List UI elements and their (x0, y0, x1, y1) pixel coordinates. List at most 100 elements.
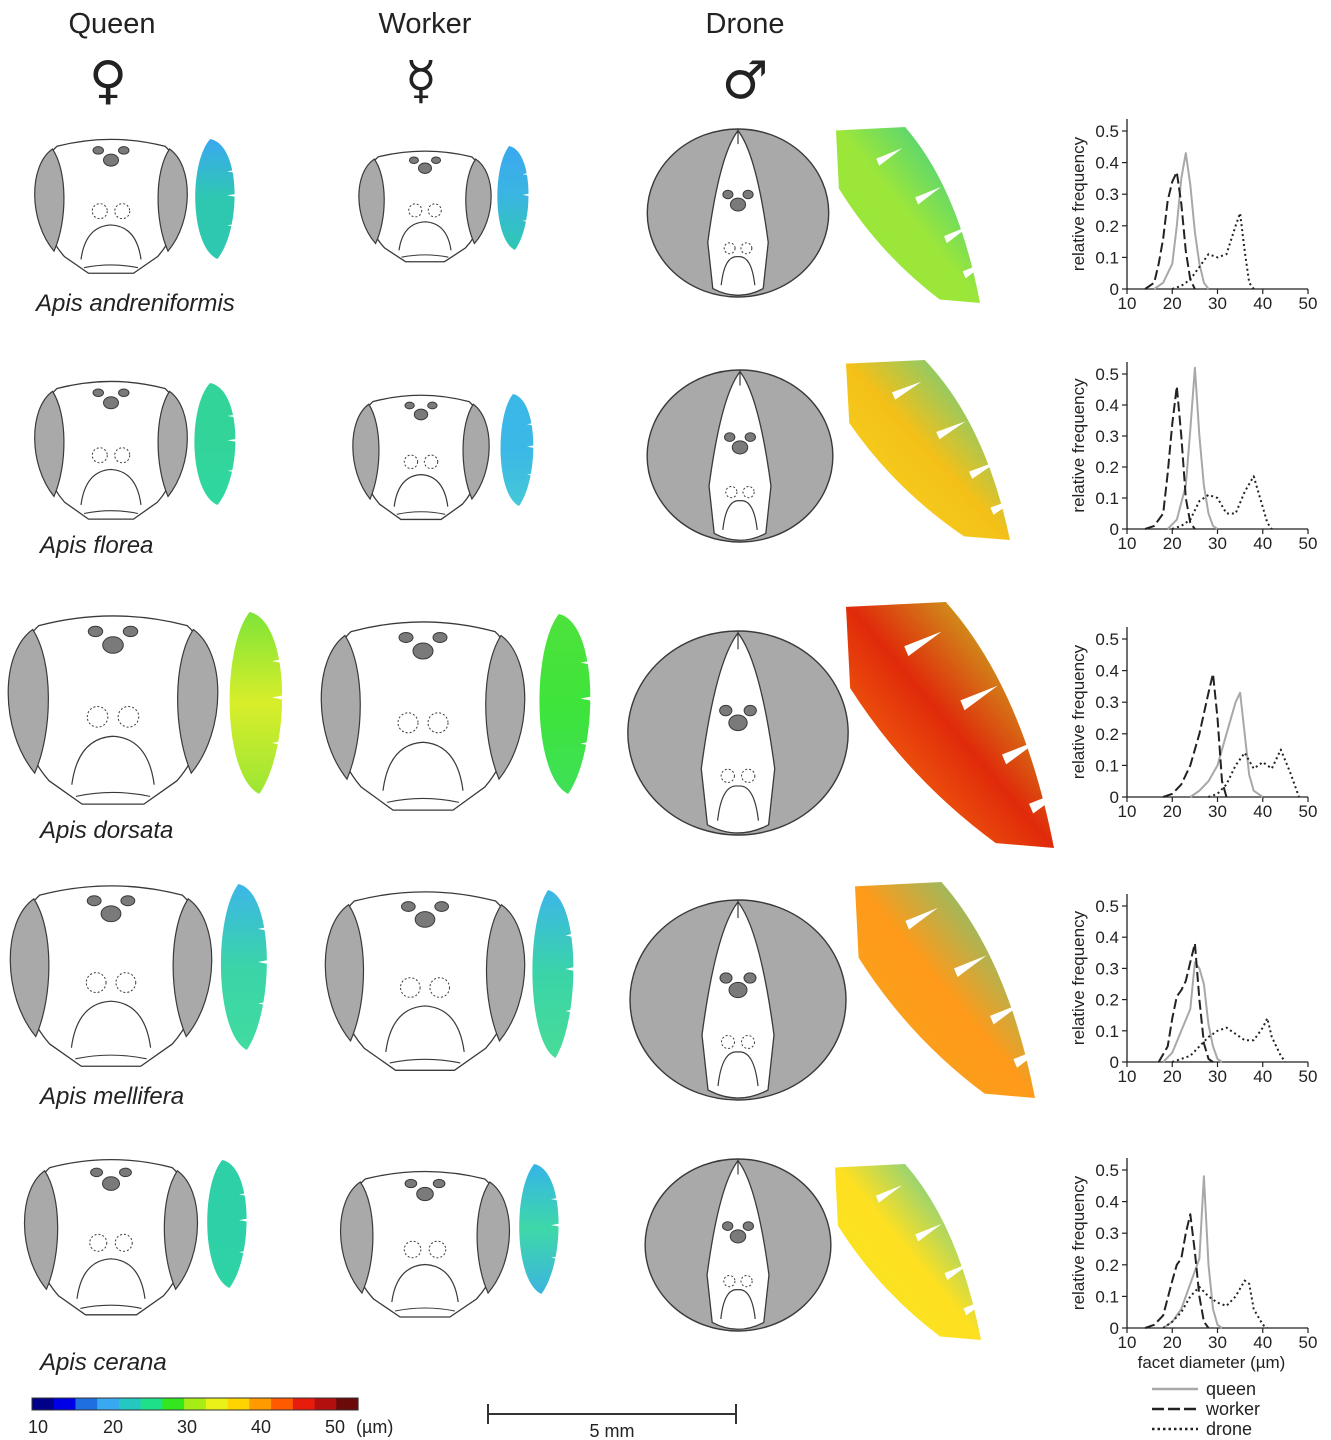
clypeus (717, 785, 759, 821)
ocellus (86, 895, 102, 907)
legend-label-queen: queen (1206, 1379, 1256, 1399)
compound-eye (157, 148, 188, 253)
y-tick-label: 0.2 (1095, 991, 1119, 1010)
ocellus (412, 642, 434, 660)
map-notch (990, 1002, 1023, 1025)
ocellus (118, 146, 130, 155)
antenna-socket (741, 1035, 755, 1049)
map-notch (962, 260, 989, 279)
map-notch (905, 907, 938, 930)
clypeus (80, 224, 142, 260)
eye-facet-map (519, 1164, 566, 1294)
legend-label-worker: worker (1205, 1399, 1260, 1419)
antenna-socket (403, 454, 419, 470)
ocellus (729, 197, 747, 212)
species-label: Apis mellifera (38, 1083, 184, 1110)
map-notch (960, 685, 998, 711)
x-tick-label: 10 (1118, 1333, 1137, 1352)
ocellus (404, 1178, 418, 1189)
drone-head-drawing (629, 899, 847, 1101)
y-tick-label: 0.3 (1095, 185, 1119, 204)
map-notch (944, 225, 970, 244)
map-notch (272, 657, 292, 665)
y-tick-label: 0.5 (1095, 122, 1119, 141)
labrum (395, 1307, 455, 1312)
x-tick-label: 20 (1163, 534, 1182, 553)
ocellus (416, 1186, 434, 1202)
antenna-socket (423, 454, 439, 470)
map-notch (875, 1185, 903, 1203)
map-notch (876, 148, 903, 166)
map-notch (1002, 739, 1040, 765)
compound-eye (9, 898, 50, 1038)
species-label: Apis florea (38, 532, 153, 559)
legend-label-drone: drone (1206, 1419, 1252, 1439)
clypeus (720, 256, 756, 286)
x-tick-label: 20 (1163, 802, 1182, 821)
compound-eye (23, 1169, 59, 1291)
histogram-chart: 0 0.1 0.2 0.3 0.4 0.5 10 20 30 40 50 relative frequ… (1069, 894, 1317, 1086)
drone-head-drawing (627, 630, 849, 836)
clypeus (76, 1258, 146, 1299)
x-tick-label: 30 (1208, 1333, 1227, 1352)
colorbar-cell (97, 1398, 120, 1410)
eye-facet-map (497, 146, 534, 250)
antenna-socket (91, 447, 108, 464)
female-head-drawing (352, 394, 490, 521)
antenna-socket (725, 486, 738, 499)
antenna-socket (400, 977, 421, 998)
map-notch (551, 1222, 566, 1228)
series-line-queen (1189, 691, 1264, 798)
ocellus (119, 1167, 132, 1178)
scale-bar: 5 mm (487, 1404, 737, 1440)
species-label: Apis andreniformis (34, 290, 235, 317)
map-notch (963, 1297, 990, 1316)
y-tick-label: 0.1 (1095, 756, 1119, 775)
series-line-drone (1162, 1279, 1268, 1329)
map-notch (272, 693, 292, 702)
ocellus (724, 432, 736, 442)
compound-eye (339, 1181, 374, 1295)
facet-map-shape (519, 1164, 559, 1294)
compound-eye (7, 628, 49, 775)
head-outline (706, 1159, 770, 1330)
antenna-socket (742, 486, 755, 499)
antenna-socket (723, 1275, 736, 1288)
ocellus (719, 704, 733, 717)
compound-eye (324, 903, 365, 1043)
caste-headers: Queen Worker Drone ♀ ☿ ♂ (68, 8, 784, 111)
y-axis-label: relative frequency (1069, 378, 1088, 513)
eye-facet-map (846, 360, 1020, 540)
map-notch (522, 192, 534, 197)
map-notch (1029, 788, 1067, 814)
head-outline (701, 900, 775, 1099)
clypeus (720, 1289, 756, 1320)
x-tick-label: 10 (1118, 294, 1137, 313)
x-tick-label: 40 (1253, 802, 1272, 821)
clypeus (385, 1005, 465, 1052)
x-tick-label: 50 (1299, 1333, 1318, 1352)
series-line-drone (1171, 1017, 1287, 1063)
map-notch (969, 460, 999, 479)
colorbar-cell (32, 1398, 55, 1410)
compound-eye (34, 390, 65, 498)
colorbar-cell (53, 1398, 77, 1410)
antenna-socket (85, 972, 107, 993)
colorbar-gradient (32, 1398, 359, 1410)
map-notch (551, 1196, 566, 1202)
ocellus (90, 1167, 104, 1178)
histogram-chart: 0 0.1 0.2 0.3 0.4 0.5 10 20 30 40 50 relative frequ… (1069, 1158, 1317, 1372)
ocellus (404, 401, 415, 410)
antenna-socket (428, 1240, 447, 1259)
x-tick-label: 40 (1253, 294, 1272, 313)
facet-map-shape (194, 383, 236, 505)
antenna-socket (740, 1275, 753, 1288)
colorbar-tick: 20 (103, 1417, 123, 1437)
colorbar-unit: (µm) (356, 1417, 393, 1437)
histogram-chart: 0 0.1 0.2 0.3 0.4 0.5 10 20 30 40 50 relative frequ… (1069, 362, 1317, 553)
antenna-socket (397, 712, 419, 734)
ocellus (728, 981, 748, 999)
head-outline (708, 370, 772, 541)
ocellus (408, 156, 420, 165)
female-head-drawing (9, 885, 213, 1067)
